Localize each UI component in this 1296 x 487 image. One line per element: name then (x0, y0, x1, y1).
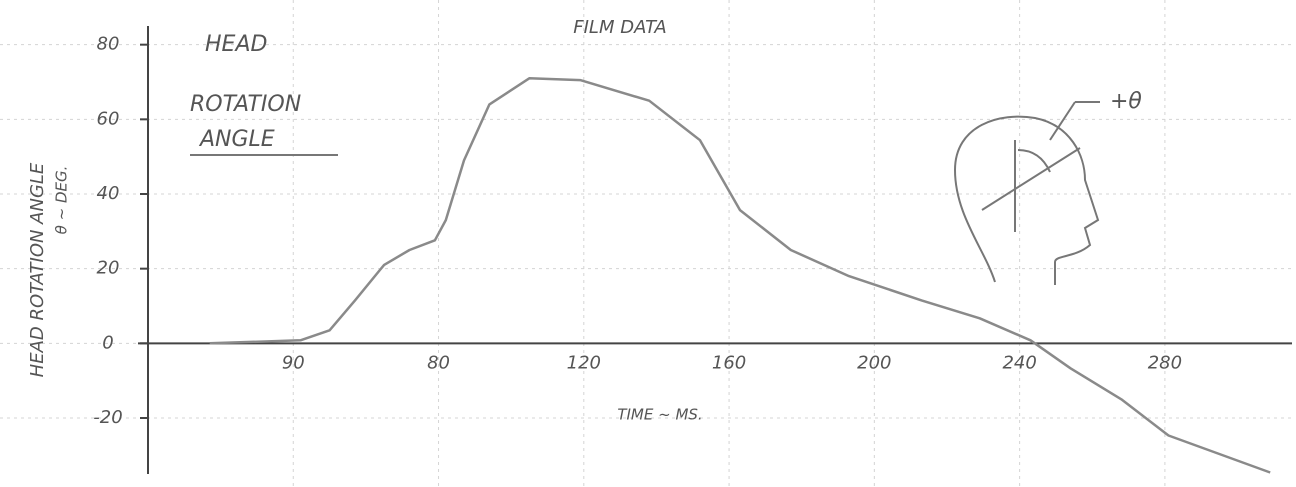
chart-title: FILM DATA (573, 17, 666, 38)
x-tick-label: 90 (282, 352, 305, 373)
y-tick-label: 40 (97, 183, 120, 204)
y-tick-label: 60 (97, 108, 120, 129)
annotation: ROTATION (190, 92, 301, 117)
y-axis-units: θ ~ DEG. (53, 166, 71, 235)
y-axis-title: HEAD ROTATION ANGLE (27, 162, 48, 377)
data-line (209, 77, 1271, 474)
y-tick-label: 80 (97, 34, 120, 55)
annotation: ANGLE (198, 127, 275, 152)
x-tick-label: 160 (712, 352, 746, 373)
y-tick-label: -20 (93, 407, 122, 428)
annotation: HEAD (205, 32, 267, 57)
x-tick-label: 240 (1002, 352, 1036, 373)
head-sketch (953, 101, 1100, 285)
x-tick-label: 200 (857, 352, 891, 373)
y-tick-label: 0 (102, 332, 113, 353)
x-tick-label: 280 (1148, 352, 1182, 373)
x-tick-label: 120 (567, 352, 601, 373)
x-tick-label: 80 (427, 352, 450, 373)
y-tick-label: 20 (97, 258, 120, 279)
figure-label: +θ (1110, 89, 1142, 114)
x-axis-title: TIME ~ MS. (617, 406, 702, 424)
